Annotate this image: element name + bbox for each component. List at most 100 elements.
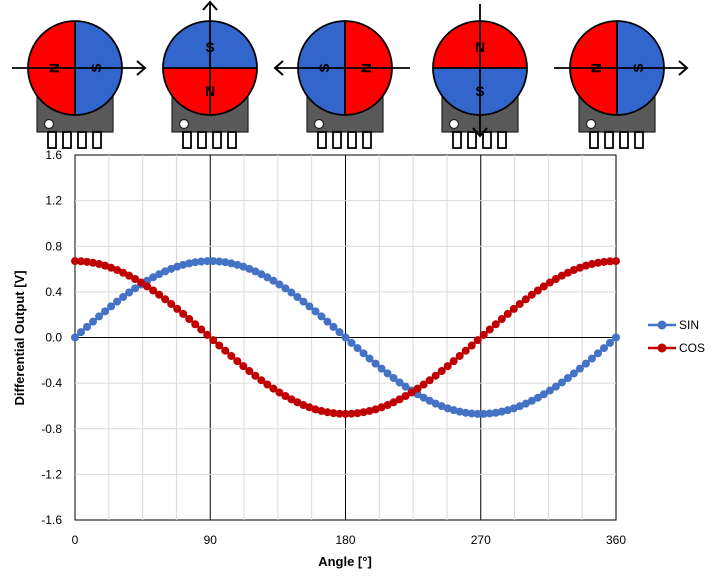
data-point-sin <box>323 317 332 326</box>
chip-pin <box>317 131 327 149</box>
data-point-cos <box>527 290 536 299</box>
data-point-sin <box>581 359 590 368</box>
data-point-cos <box>389 398 398 407</box>
chip-pin <box>92 131 102 149</box>
data-point-cos <box>515 299 524 308</box>
data-point-cos <box>431 371 440 380</box>
chip-pin <box>604 131 614 149</box>
data-point-cos <box>71 257 79 266</box>
data-point-sin <box>515 402 524 411</box>
arrow-right-icon <box>678 60 689 76</box>
x-axis-title: Angle [°] <box>318 554 372 569</box>
data-point-sin <box>209 257 218 266</box>
data-point-cos <box>497 315 506 324</box>
data-point-sin <box>317 312 326 321</box>
data-point-sin <box>461 408 470 417</box>
data-point-cos <box>137 278 146 287</box>
data-point-cos <box>407 388 416 397</box>
x-tick-label: 270 <box>471 533 491 547</box>
data-point-cos <box>449 357 458 366</box>
data-point-sin <box>557 378 566 387</box>
chip-pin <box>482 131 492 149</box>
data-point-sin <box>383 369 392 378</box>
data-point-sin <box>335 328 344 337</box>
data-point-cos <box>395 395 404 404</box>
chip-pin <box>589 131 599 149</box>
data-point-cos <box>401 392 410 401</box>
data-point-sin <box>77 328 86 337</box>
data-point-sin <box>563 373 572 382</box>
data-point-sin <box>527 396 536 405</box>
data-point-cos <box>569 265 578 274</box>
data-point-sin <box>257 270 266 279</box>
data-point-sin <box>539 390 548 399</box>
data-point-sin <box>299 297 308 306</box>
data-point-cos <box>557 271 566 280</box>
data-point-cos <box>329 409 338 418</box>
data-point-cos <box>377 403 386 412</box>
data-point-sin <box>89 317 98 326</box>
legend-marker-cos <box>657 343 667 353</box>
data-point-cos <box>359 408 368 417</box>
data-point-sin <box>569 369 578 378</box>
data-point-sin <box>197 257 206 266</box>
data-point-sin <box>371 359 380 368</box>
y-tick-label: 1.6 <box>45 148 62 162</box>
chip-pin-marker <box>313 118 325 130</box>
data-point-cos <box>197 325 206 334</box>
data-point-cos <box>581 261 590 270</box>
data-point-sin <box>479 409 488 418</box>
data-point-sin <box>437 402 446 411</box>
data-point-sin <box>425 396 434 405</box>
chip-pin <box>227 131 237 149</box>
data-point-sin <box>353 344 362 353</box>
data-point-sin <box>587 354 596 363</box>
data-point-sin <box>221 258 230 267</box>
chip-pin-marker <box>448 118 460 130</box>
y-axis-title: Differential Output [V] <box>12 270 27 405</box>
chip-pin <box>182 131 192 149</box>
data-point-sin <box>545 386 554 395</box>
y-tick-label: -1.2 <box>41 467 62 481</box>
series-sin <box>71 257 620 418</box>
data-point-sin <box>287 288 296 297</box>
data-point-sin <box>191 258 200 267</box>
data-point-sin <box>95 312 104 321</box>
data-point-sin <box>275 280 284 289</box>
gridlines <box>75 155 616 520</box>
data-point-cos <box>503 309 512 318</box>
data-point-sin <box>347 338 356 347</box>
data-point-cos <box>593 258 602 267</box>
chip-pin <box>77 131 87 149</box>
chip-pin <box>347 131 357 149</box>
data-point-cos <box>83 257 92 266</box>
data-point-cos <box>251 371 260 380</box>
data-point-cos <box>287 395 296 404</box>
data-point-sin <box>107 302 116 311</box>
data-point-cos <box>77 257 86 266</box>
arrow-up-icon <box>202 0 218 11</box>
chip-pin <box>634 131 644 149</box>
data-point-sin <box>467 409 476 418</box>
data-point-sin <box>419 393 428 402</box>
magnet-sensor-diagrams: NSSNSNNSNS <box>12 0 689 149</box>
data-point-sin <box>71 333 79 342</box>
data-point-cos <box>575 263 584 272</box>
data-point-sin <box>521 399 530 408</box>
data-point-sin <box>119 293 128 302</box>
data-point-sin <box>509 404 518 413</box>
arrow-right-icon <box>136 60 147 76</box>
data-point-cos <box>299 401 308 410</box>
chip-pin <box>212 131 222 149</box>
y-tick-label: 0.4 <box>45 285 62 299</box>
data-point-cos <box>533 286 542 295</box>
data-point-sin <box>329 322 338 331</box>
plot-area <box>71 154 620 521</box>
data-point-cos <box>425 376 434 385</box>
data-point-sin <box>497 407 506 416</box>
data-point-cos <box>599 257 608 266</box>
chip-pin <box>47 131 57 149</box>
data-point-cos <box>335 409 344 418</box>
